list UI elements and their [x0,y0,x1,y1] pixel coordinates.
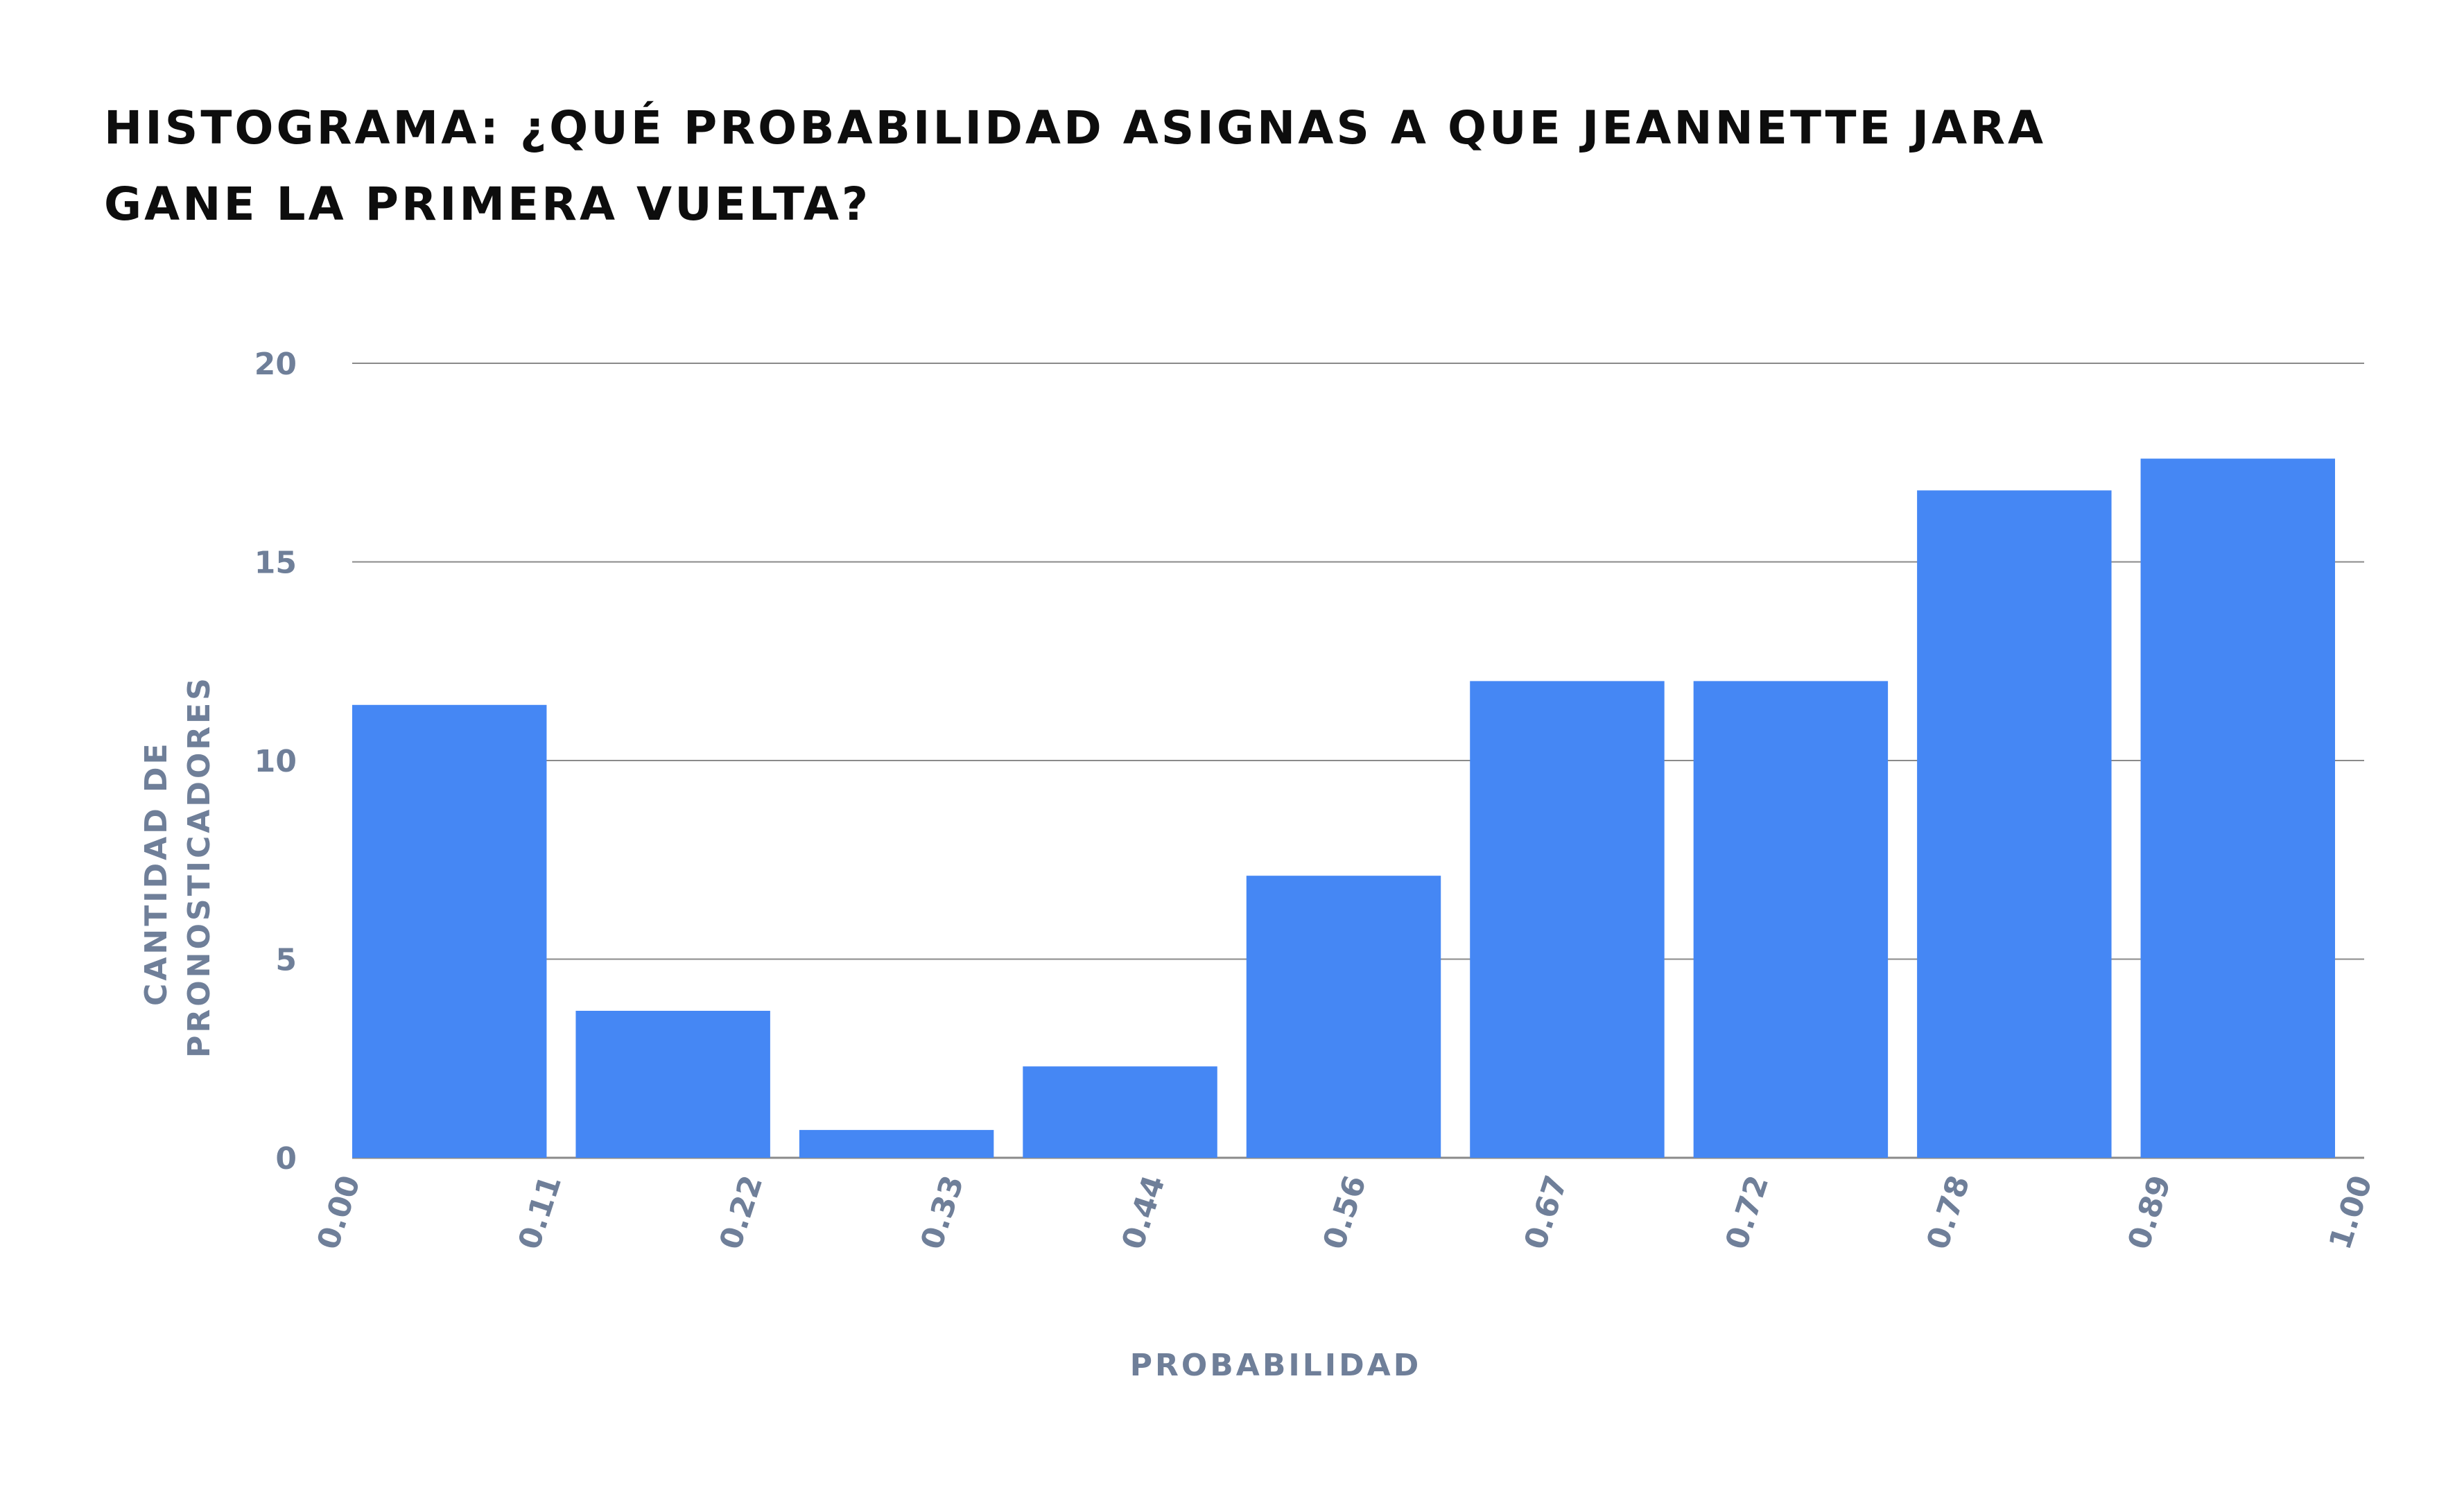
x-axis-ticks: 0.00 0.11 0.22 0.33 0.44 0.56 0.67 0.72 0.78 0.89… [311,1171,2379,1253]
chart-title: HISTOGRAMA: ¿QUÉ PROBABILIDAD ASIGNAS A … [104,101,2047,231]
x-tick-label: 0.11 [512,1171,569,1253]
bar-0.22-0.33 [799,1129,994,1158]
bar-0.11-0.22 [575,1010,770,1158]
bar-0.72-0.78 [1917,490,2112,1158]
x-tick-label: 0.33 [914,1171,971,1253]
bar-0.78-0.89 [2140,458,2335,1158]
y-tick-label: 15 [254,546,297,581]
y-tick-label: 0 [275,1141,297,1176]
y-axis-title-line-2: PRONOSTICADORES [182,675,217,1058]
y-axis-ticks: 0 5 10 15 20 [254,347,297,1176]
bar-0.56-0.67 [1470,681,1665,1158]
x-axis-title: PROBABILIDAD [1130,1348,1422,1383]
x-tick-label: 0.72 [1719,1171,1776,1253]
y-tick-label: 20 [254,347,297,382]
y-tick-label: 10 [254,744,297,779]
x-tick-label: 0.00 [311,1171,367,1253]
x-tick-label: 0.67 [1518,1171,1574,1253]
x-tick-label: 0.56 [1317,1171,1373,1253]
x-tick-label: 0.89 [2122,1171,2178,1253]
y-tick-label: 5 [275,943,297,978]
bars [352,458,2335,1158]
y-axis-title: CANTIDAD DE PRONOSTICADORES [139,675,217,1058]
x-tick-label: 0.22 [713,1171,770,1253]
bar-0.67-0.72 [1693,681,1889,1158]
x-tick-label: 0.44 [1116,1171,1172,1253]
bar-0.33-0.44 [1023,1066,1217,1158]
y-axis-title-line-1: CANTIDAD DE [139,740,174,1006]
bar-0.00-0.11 [352,704,547,1158]
x-tick-label: 0.78 [1920,1171,1977,1253]
x-tick-label: 1.00 [2323,1171,2379,1253]
bar-0.44-0.56 [1246,876,1441,1158]
